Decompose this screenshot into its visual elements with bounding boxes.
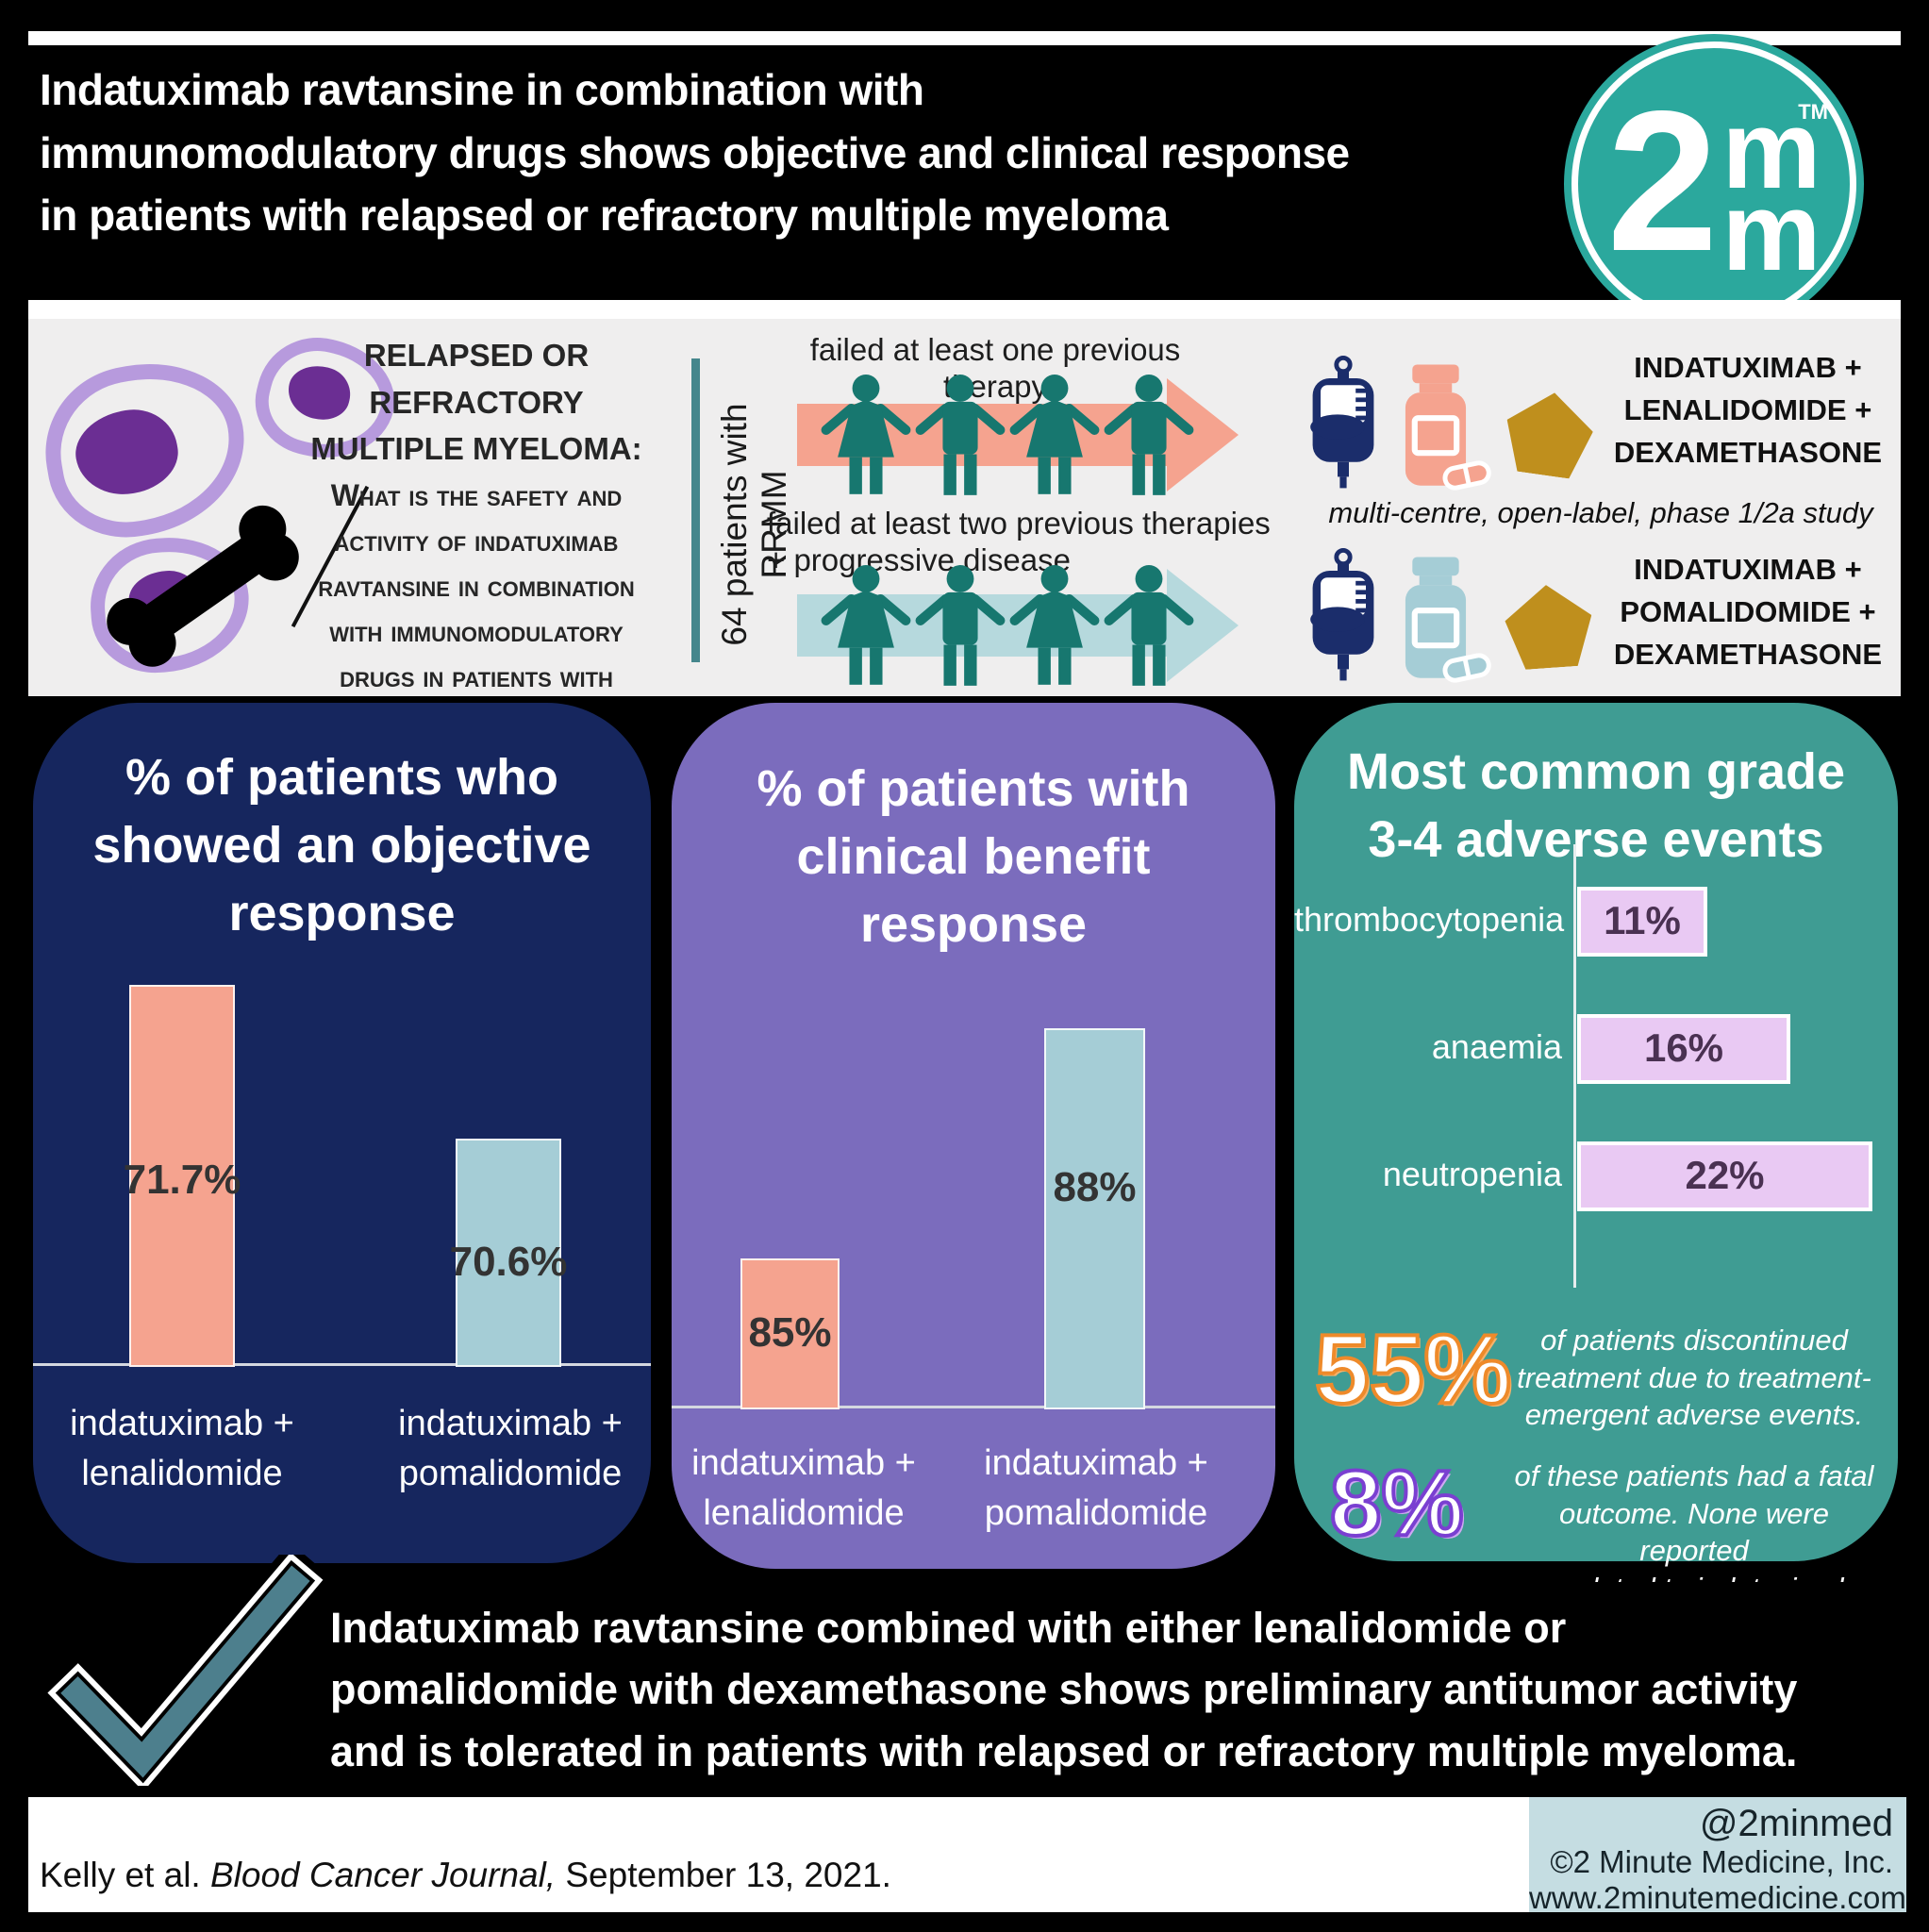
objective-panel-title: % of patients who showed an objective re… (92, 749, 591, 941)
dexamethasone-pentagon-icon (1500, 387, 1597, 481)
website-link[interactable]: www.2minutemedicine.com (1529, 1879, 1906, 1915)
conclusion-text: Indatuximab ravtansine combined with eit… (330, 1604, 1798, 1775)
ae-row-thrombocytopenia: thrombocytopenia 11% (1294, 887, 1898, 957)
objective-response-panel: % of patients who showed an objective re… (33, 703, 651, 1563)
fatal-outcome-stat-value: 8% (1328, 1449, 1466, 1557)
patient-icon-female (1009, 375, 1100, 494)
patient-icon-male (1104, 375, 1194, 495)
clinical-benefit-panel: % of patients with clinical benefit resp… (672, 703, 1275, 1569)
bar-benefit-lenalidomide: 85% (740, 1258, 840, 1409)
bar-value-label: 71.7% (123, 1157, 241, 1203)
study-question: RELAPSED OR REFRACTORY MULTIPLE MYELOMA:… (264, 332, 689, 744)
fatal-outcome-stat-text: of these patients had a fatal outcome. N… (1514, 1459, 1874, 1605)
copyright-box: @2minmed ©2 Minute Medicine, Inc. www.2m… (1529, 1797, 1906, 1915)
page-title: Indatuximab ravtansine in combination wi… (40, 65, 1350, 241)
citation-date: September 13, 2021. (556, 1856, 891, 1894)
bar-objective-pomalidomide: 70.6% (450, 1139, 567, 1367)
header-divider-strip (28, 300, 1901, 319)
ae-row-anaemia: anaemia 16% (1294, 1014, 1898, 1084)
vertical-divider (691, 358, 700, 662)
citation-authors: Kelly et al. (40, 1856, 210, 1894)
study-overview-section: RELAPSED OR REFRACTORY MULTIPLE MYELOMA:… (28, 319, 1901, 739)
patient-icon-female (821, 375, 911, 494)
patient-icon-female (1009, 565, 1100, 685)
cell-nucleus (69, 402, 185, 503)
logo-digit: 2 (1606, 69, 1719, 292)
citation: Kelly et al. Blood Cancer Journal, Septe… (40, 1856, 891, 1895)
category-label: indatuximab + pomalidomide (398, 1404, 623, 1494)
patient-icon-male (1104, 565, 1194, 686)
iv-bag-icon (1310, 548, 1374, 681)
bar-objective-lenalidomide: 71.7% (124, 985, 241, 1367)
category-label: indatuximab + lenalidomide (691, 1443, 916, 1534)
arm1-regimen-label: INDATUXIMAB + LENALIDOMIDE + DEXAMETHASO… (1613, 351, 1883, 469)
patient-icon-male (915, 565, 1006, 686)
ae-label: anaemia (1431, 1027, 1562, 1066)
chart-baseline (33, 1363, 651, 1366)
bar-benefit-pomalidomide: 88% (1044, 1028, 1145, 1409)
dexamethasone-pentagon-icon (1503, 582, 1595, 671)
study-design-note: multi-centre, open-label, phase 1/2a stu… (1328, 496, 1873, 529)
ae-bar: 11% (1577, 887, 1707, 957)
patient-icon-female (821, 565, 911, 685)
adverse-panel-title: Most common grade 3-4 adverse events (1346, 743, 1846, 868)
citation-journal: Blood Cancer Journal, (209, 1856, 557, 1894)
bar-value-label: 85% (748, 1309, 832, 1356)
checkmark-icon (42, 1555, 325, 1786)
iv-bag-icon (1310, 356, 1374, 489)
arm1-criteria: failed at least one previous therapy (809, 332, 1181, 404)
patient-icon-male (915, 375, 1006, 495)
social-handle[interactable]: @2minmed (1699, 1803, 1893, 1844)
chart-axis-line (1573, 844, 1576, 1288)
adverse-events-panel: Most common grade 3-4 adverse events thr… (1294, 703, 1898, 1605)
ae-label: neutropenia (1382, 1155, 1562, 1193)
discontinued-stat-text: of patients discontinued treatment due t… (1517, 1324, 1871, 1432)
bar-value-label: 70.6% (449, 1239, 568, 1285)
cohort-label: 64 patients with RRMM (715, 403, 793, 646)
ae-row-neutropenia: neutropenia 22% (1294, 1141, 1898, 1211)
arm2-regimen-label: INDATUXIMAB + POMALIDOMIDE + DEXAMETHASO… (1613, 553, 1883, 671)
arm2-criteria: failed at least two previous therapies +… (767, 506, 1271, 577)
pill-bottle-icon (1405, 364, 1491, 491)
category-label: indatuximab + lenalidomide (70, 1404, 294, 1494)
top-white-strip (28, 31, 1901, 45)
conclusion-box: Indatuximab ravtansine combined with eit… (111, 1582, 1905, 1797)
myeloma-cell-icon (31, 347, 259, 551)
pill-bottle-icon (1405, 557, 1491, 683)
company-name: ©2 Minute Medicine, Inc. (1550, 1844, 1893, 1879)
study-question-title: RELAPSED OR REFRACTORY MULTIPLE MYELOMA: (310, 338, 642, 466)
category-label: indatuximab + pomalidomide (984, 1443, 1208, 1534)
chart-baseline (672, 1406, 1275, 1408)
benefit-panel-title: % of patients with clinical benefit resp… (757, 760, 1190, 953)
bar-value-label: 88% (1053, 1164, 1137, 1210)
trademark-label: TM (1798, 100, 1828, 124)
ae-label: thrombocytopenia (1294, 900, 1565, 939)
ae-bar: 16% (1577, 1014, 1790, 1084)
ae-bar: 22% (1577, 1141, 1872, 1211)
discontinued-stat-value: 55% (1313, 1313, 1513, 1426)
